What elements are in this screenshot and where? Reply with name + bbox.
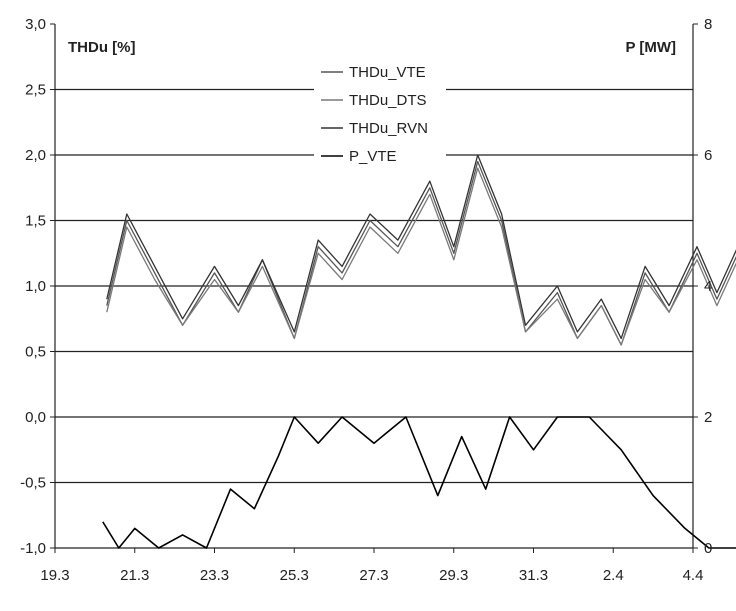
x-tick-label-8: 4.4 (683, 567, 704, 584)
left-axis-title: THDu [%] (68, 39, 136, 56)
x-tick-label-1: 21.3 (120, 567, 149, 584)
left-tick-label-6: 2,0 (25, 147, 46, 164)
right-tick-label-0: 0 (704, 540, 712, 557)
series-line-thdu-vte (106, 160, 736, 346)
legend-background (314, 60, 446, 166)
left-tick-label-1: -0,5 (20, 475, 46, 492)
left-tick-label-7: 2,5 (25, 82, 46, 99)
right-tick-label-2: 4 (704, 278, 712, 295)
x-tick-label-2: 23.3 (200, 567, 229, 584)
series-group (102, 154, 736, 549)
plot-frame (50, 23, 698, 553)
right-axis-title: P [MW] (625, 39, 676, 56)
series-line-thdu-dts (106, 167, 736, 346)
right-tick-label-3: 6 (704, 147, 712, 164)
x-tick-label-0: 19.3 (40, 567, 69, 584)
left-tick-label-0: -1,0 (20, 540, 46, 557)
series-line-thdu-rvn (106, 154, 736, 340)
x-tick-label-4: 27.3 (359, 567, 388, 584)
legend-label-2: THDu_RVN (349, 120, 428, 137)
right-tick-label-1: 2 (704, 409, 712, 426)
chart-legend: THDu_VTE THDu_DTS THDu_RVN P_VTE (314, 60, 446, 166)
x-tick-label-7: 2.4 (603, 567, 624, 584)
legend-label-0: THDu_VTE (349, 64, 426, 81)
left-tick-label-4: 1,0 (25, 278, 46, 295)
left-tick-label-3: 0,5 (25, 344, 46, 361)
left-tick-label-2: 0,0 (25, 409, 46, 426)
x-tick-label-5: 29.3 (439, 567, 468, 584)
left-tick-label-8: 3,0 (25, 16, 46, 33)
legend-label-1: THDu_DTS (349, 92, 427, 109)
x-tick-label-6: 31.3 (519, 567, 548, 584)
series-line-p-vte (102, 416, 736, 549)
right-tick-label-4: 8 (704, 16, 712, 33)
tick-labels: -1,0 -0,5 0,0 0,5 1,0 1,5 2,0 2,5 3,0 0 2 4 6 8 19.3 21… (20, 16, 712, 584)
legend-label-3: P_VTE (349, 148, 397, 165)
left-tick-label-5: 1,5 (25, 213, 46, 230)
x-tick-label-3: 25.3 (280, 567, 309, 584)
